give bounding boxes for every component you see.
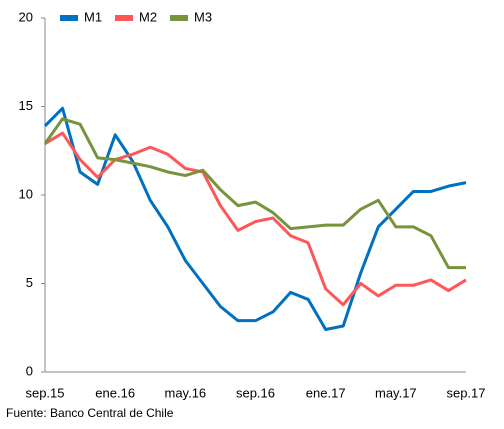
x-tick-label: sep.16 [236, 385, 275, 400]
line-series [43, 106, 467, 332]
y-tick-label: 5 [26, 275, 33, 290]
legend-label: M3 [194, 9, 212, 24]
x-tick-label: ene.16 [95, 385, 135, 400]
x-tick-label: may.16 [164, 385, 206, 400]
y-tick-label: 15 [19, 98, 33, 113]
legend-label: M2 [139, 9, 157, 24]
x-tick-label: sep.15 [25, 385, 64, 400]
legend-label: M1 [84, 9, 102, 24]
x-tick-label: may.17 [375, 385, 417, 400]
source-note: Fuente: Banco Central de Chile [6, 406, 174, 420]
y-tick-label: 0 [26, 363, 33, 378]
y-tick-label: 10 [19, 186, 33, 201]
x-tick-label: ene.17 [306, 385, 346, 400]
y-tick-label: 20 [19, 9, 33, 24]
line-series [43, 117, 466, 270]
x-tick-label: sep.17 [446, 385, 485, 400]
